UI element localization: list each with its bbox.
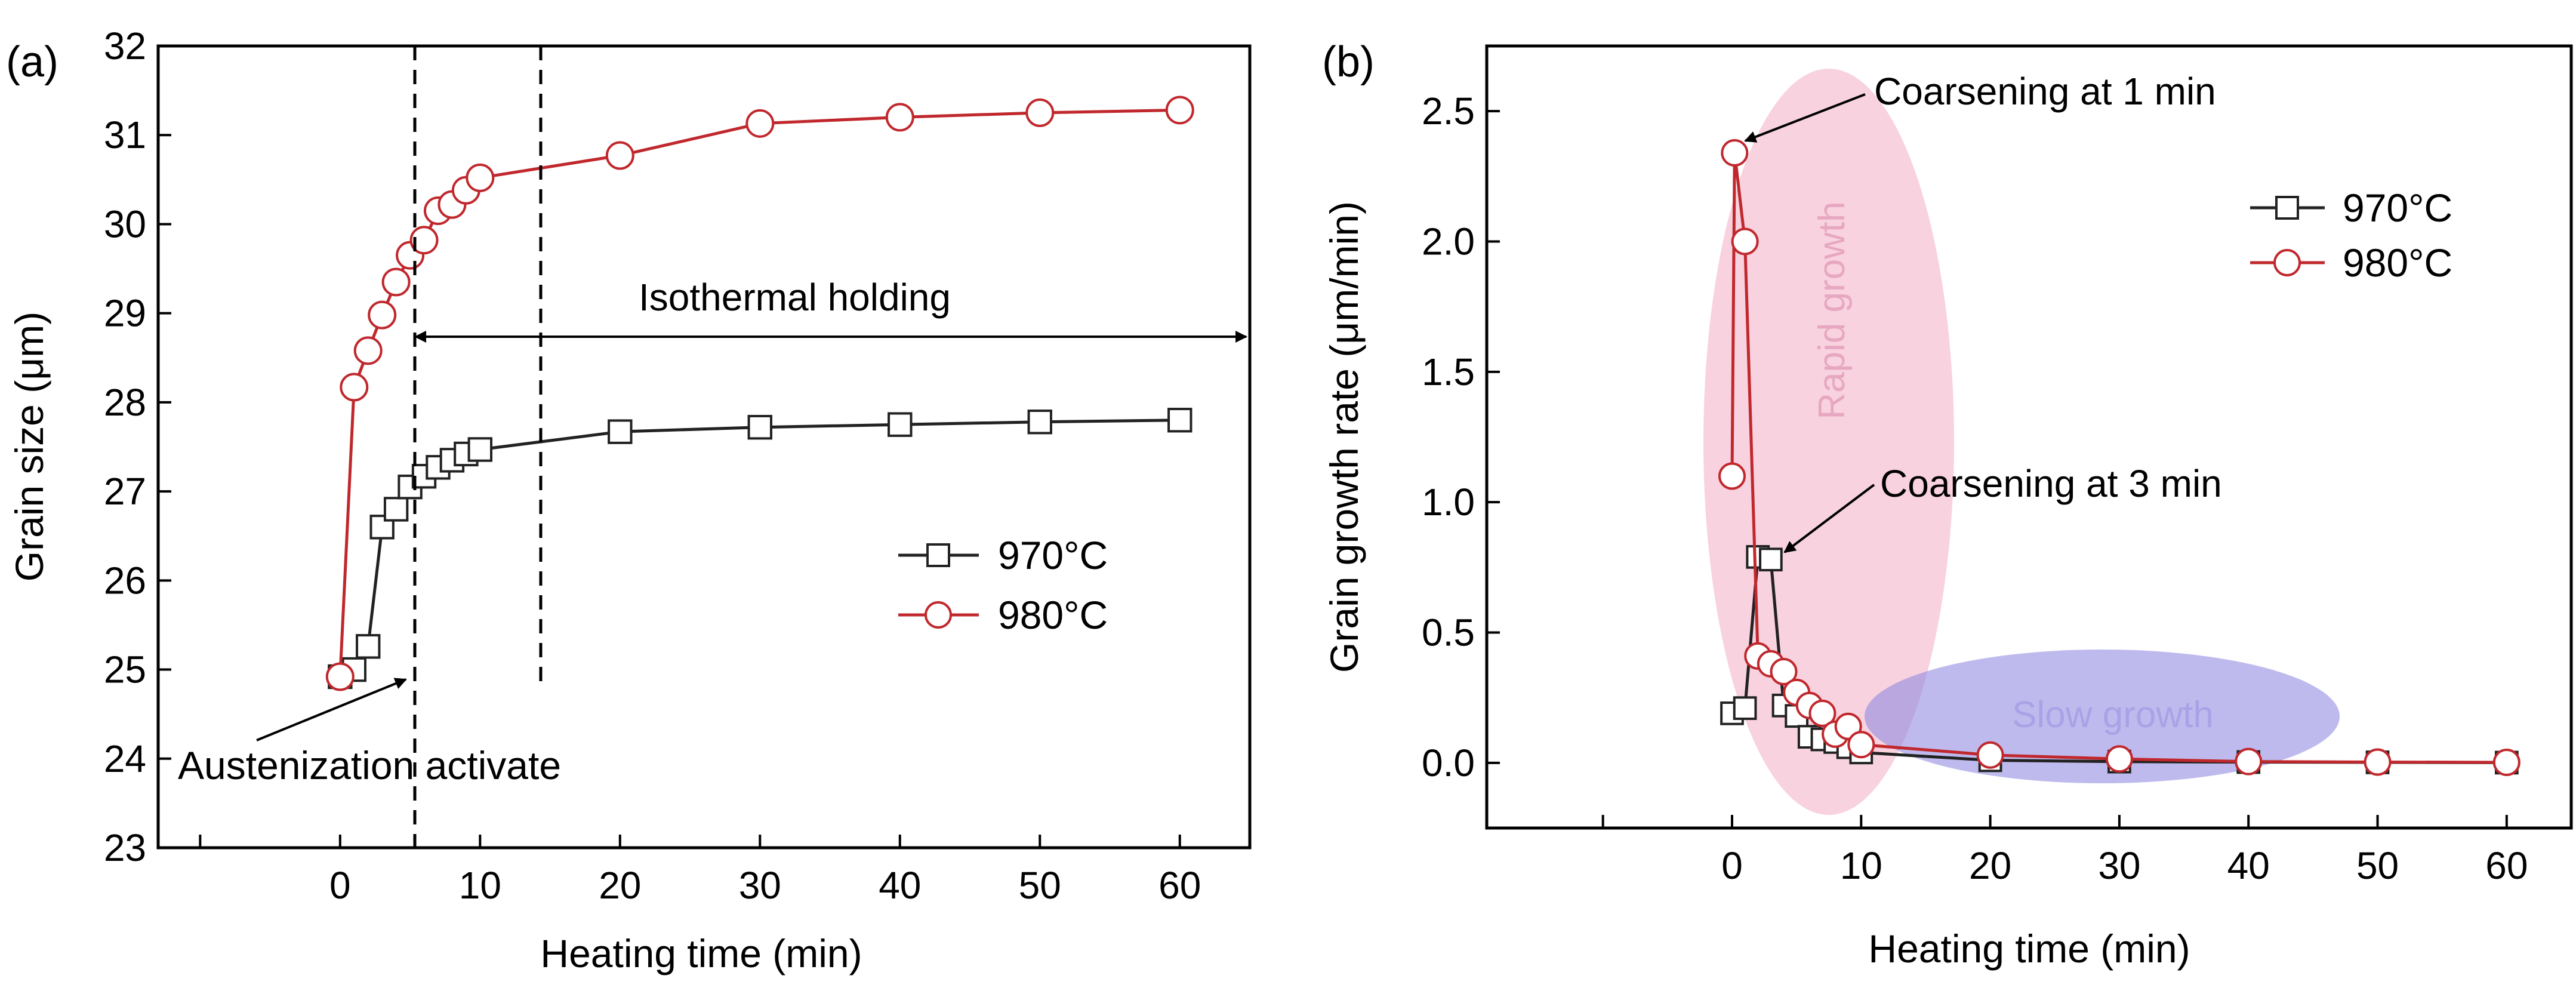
coarsen3-arrow <box>1783 484 1875 553</box>
rapid-growth-region <box>1703 69 1954 815</box>
austenization-arrow <box>256 678 407 741</box>
coarsen1-arrow <box>1744 93 1866 143</box>
data-point-circle <box>605 141 634 170</box>
y-tick-label: 2.5 <box>1422 90 1475 133</box>
data-point-square <box>467 437 493 462</box>
data-point-circle <box>325 662 355 691</box>
data-point-square <box>1733 696 1757 720</box>
panel-b-series <box>1718 139 2520 776</box>
data-point-circle <box>1847 731 1875 759</box>
y-tick-label: 27 <box>104 470 146 513</box>
coarsen3-label: Coarsening at 3 min <box>1880 462 2222 505</box>
y-tick-label: 31 <box>104 113 146 156</box>
panel-a-series <box>325 96 1194 691</box>
panel-a-ticks: 0 10 20 30 40 50 60 23 24 25 26 27 28 29 30 31 32 <box>104 24 1201 907</box>
panel-b-ticks: 0 10 20 30 40 50 60 0.0 0.5 1.0 1.5 2.0 2.5 <box>1422 90 2528 887</box>
x-tick-label: 20 <box>599 864 641 907</box>
x-tick-label: 30 <box>2098 844 2140 887</box>
data-point-circle <box>1808 699 1837 727</box>
y-tick-label: 28 <box>104 381 146 424</box>
x-tick-label: 30 <box>739 864 781 907</box>
x-tick-label: 50 <box>2356 844 2399 887</box>
data-point-circle <box>1731 227 1759 256</box>
data-point-circle <box>368 300 397 330</box>
panel-a-frame <box>156 44 1252 850</box>
data-point-square <box>747 414 772 440</box>
panel-a-ylabel: Grain size (μm) <box>7 312 51 581</box>
y-tick-label: 25 <box>104 648 146 691</box>
data-point-square <box>608 419 633 444</box>
data-point-circle <box>2105 745 2133 773</box>
legend-b-970: 970°C <box>2343 186 2452 230</box>
data-point-square <box>383 497 409 522</box>
data-point-square <box>356 634 381 659</box>
data-point-circle <box>2364 748 2392 776</box>
panel-a-legend: 970°C 980°C <box>898 533 1108 637</box>
slow-growth-label: Slow growth <box>2012 694 2214 736</box>
x-tick-label: 10 <box>1840 844 1882 887</box>
data-point-circle <box>466 163 495 192</box>
x-tick-label: 60 <box>1158 864 1201 907</box>
panel-b-chart: Rapid growth Slow growth 0 10 20 30 40 50 60 0.… <box>1322 38 2573 971</box>
data-point-square <box>888 412 913 437</box>
legend-b-980: 980°C <box>2343 241 2452 285</box>
y-tick-label: 23 <box>104 826 146 869</box>
panel-b-xlabel: Heating time (min) <box>1868 927 2190 971</box>
y-tick-label: 1.0 <box>1422 481 1475 524</box>
data-point-circle <box>1165 96 1194 125</box>
data-point-circle <box>1721 139 1749 167</box>
panel-b-frame <box>1485 44 2573 830</box>
austenization-label: Austenization activate <box>178 743 561 787</box>
data-point-square <box>1759 547 1783 572</box>
data-point-circle <box>340 373 369 402</box>
data-point-square <box>369 515 395 540</box>
y-tick-label: 29 <box>104 292 146 335</box>
x-tick-label: 10 <box>459 864 501 907</box>
data-point-circle <box>1025 98 1055 127</box>
x-tick-label: 50 <box>1019 864 1061 907</box>
x-tick-label: 60 <box>2485 844 2528 887</box>
data-point-circle <box>745 109 775 138</box>
data-point-circle <box>381 267 411 297</box>
y-tick-label: 0.0 <box>1422 741 1475 784</box>
y-tick-label: 32 <box>104 24 146 67</box>
legend-a-970: 970°C <box>998 533 1108 577</box>
panel-b-legend: 970°C 980°C <box>2250 186 2452 285</box>
y-tick-label: 1.5 <box>1422 350 1475 393</box>
x-tick-label: 20 <box>1969 844 2011 887</box>
rapid-growth-label: Rapid growth <box>1811 201 1853 419</box>
x-tick-label: 40 <box>879 864 921 907</box>
x-tick-label: 0 <box>1721 844 1743 887</box>
data-point-circle <box>1976 741 2004 769</box>
data-point-circle <box>1770 658 1798 685</box>
isothermal-label: Isothermal holding <box>639 276 951 319</box>
data-point-circle <box>2492 748 2520 776</box>
data-point-circle <box>2235 747 2263 775</box>
y-tick-label: 2.0 <box>1422 220 1475 263</box>
data-point-circle <box>409 226 439 255</box>
data-point-circle <box>1718 462 1746 490</box>
data-point-circle <box>353 336 383 365</box>
x-tick-label: 0 <box>329 864 351 907</box>
y-tick-label: 26 <box>104 559 146 602</box>
coarsen1-label: Coarsening at 1 min <box>1874 70 2216 113</box>
data-point-square <box>1027 410 1052 435</box>
y-tick-label: 30 <box>104 202 146 245</box>
panel-a-xlabel: Heating time (min) <box>540 931 862 975</box>
panel-b-label: (b) <box>1322 38 1375 86</box>
panel-a-label: (a) <box>6 38 58 86</box>
x-tick-label: 40 <box>2227 844 2270 887</box>
data-point-circle <box>885 103 914 132</box>
y-tick-label: 0.5 <box>1422 611 1475 654</box>
y-tick-label: 24 <box>104 737 146 780</box>
data-point-square <box>1167 408 1193 433</box>
legend-a-980: 980°C <box>998 593 1108 637</box>
panel-a-chart: 0 10 20 30 40 50 60 23 24 25 26 27 28 29 30 31 32 Isothe… <box>6 24 1252 975</box>
panel-b-ylabel: Grain growth rate (μm/min) <box>1322 201 1366 673</box>
